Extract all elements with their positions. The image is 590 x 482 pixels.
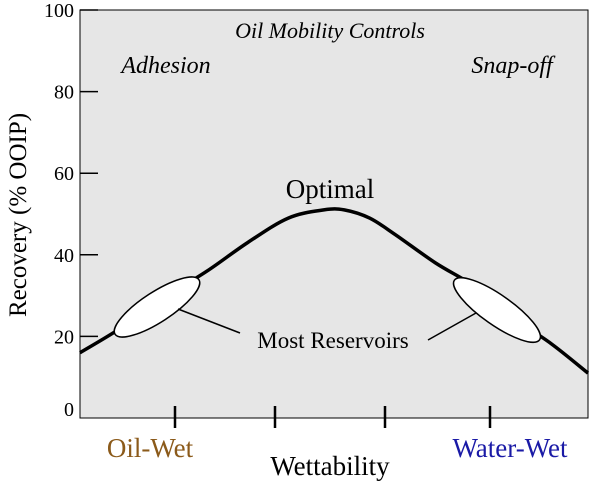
annotation-oil-mobility-controls: Oil Mobility Controls	[235, 18, 425, 43]
annotation-optimal: Optimal	[286, 174, 375, 204]
leader-line-left	[177, 308, 241, 334]
leader-line-right	[427, 312, 477, 341]
y-tick-label-20: 20	[54, 326, 74, 348]
y-tick-label-80: 80	[54, 82, 74, 104]
y-tick-label-60: 60	[54, 163, 74, 185]
plot-area	[79, 9, 589, 419]
x-label-oil-wet: Oil-Wet	[107, 433, 194, 463]
annotation-snap-off: Snap-off	[471, 53, 556, 79]
x-axis-label: Wettability	[270, 451, 390, 481]
oil-wet-reservoir-ellipse	[113, 276, 201, 338]
y-axis: 0 20 40 60 80 100	[44, 0, 98, 421]
y-tick-label-40: 40	[54, 245, 74, 267]
y-axis-label: Recovery (% OOIP)	[5, 113, 32, 317]
water-wet-reservoir-ellipse	[452, 276, 542, 344]
annotation-adhesion: Adhesion	[119, 53, 210, 79]
y-tick-label-100: 100	[44, 0, 74, 22]
annotation-most-reservoirs: Most Reservoirs	[257, 328, 408, 353]
x-axis-ticks	[173, 406, 492, 428]
x-label-water-wet: Water-Wet	[452, 433, 568, 463]
y-tick-label-0: 0	[64, 399, 74, 421]
